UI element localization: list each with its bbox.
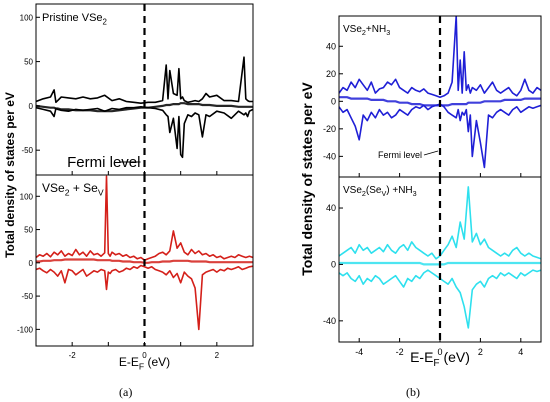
y-tick-label: -20	[323, 124, 336, 134]
panel-label-part: V	[381, 189, 386, 198]
panel-label-part: + Se	[69, 181, 98, 195]
panel-label: VSe2(SeV) +NH3	[343, 185, 417, 198]
plot-area	[36, 56, 253, 159]
y-axis-label: Total density of states per eV	[299, 82, 315, 276]
y-tick-label: -40	[323, 151, 336, 161]
y-tick-label: -100	[17, 325, 34, 334]
x-axis-label: E-EF (eV)	[119, 355, 170, 372]
y-tick-label: 0	[29, 259, 34, 268]
panel-label-part: 2	[103, 17, 107, 26]
fermi-level-annotation: Fermi level	[378, 150, 422, 160]
panel-b-1: -40 0 40 VSe2(SeV) +NH3	[323, 176, 542, 343]
panel-a-1: -100 -50 0 50 100 VSe2 + SeV	[17, 174, 254, 347]
x-tick-label: 0	[437, 347, 442, 357]
panel-label-part: VSe	[343, 185, 362, 196]
x-tick-label: -4	[355, 347, 363, 357]
panel-label-part: 2	[65, 188, 70, 198]
x-tick-label: 4	[518, 347, 523, 357]
panel-a-0: -50 0 50 100 Pristine VSe2 Fermi level	[20, 3, 254, 176]
y-tick-label: 100	[20, 192, 34, 201]
y-tick-label: 0	[331, 259, 336, 269]
panel-label: VSe2 + SeV	[42, 181, 104, 198]
y-tick-label: -50	[21, 292, 33, 301]
x-axis-label-part: (eV)	[440, 349, 470, 365]
x-axis-label-part: F	[139, 362, 144, 372]
panel-label-part: ) +NH	[386, 185, 412, 196]
dos-total-line	[36, 258, 253, 264]
panel-label: VSe2+NH3	[343, 24, 390, 37]
panel-b-0: -40 -20 0 20 40 VSe2+NH3 Fermi level	[323, 15, 542, 178]
dos-total-line	[36, 102, 253, 113]
caption-b: (b)	[406, 385, 420, 399]
dos-spin-up-line	[36, 56, 253, 104]
x-tick-label: -2	[396, 347, 404, 357]
y-tick-label: 40	[326, 203, 336, 213]
x-axis-label: E-EF (eV)	[410, 349, 470, 369]
y-tick-label: 100	[20, 13, 34, 22]
dos-spin-up-line	[339, 16, 541, 98]
y-tick-label: 40	[326, 41, 336, 51]
plot-area	[36, 175, 253, 331]
dos-spin-up-line	[339, 186, 541, 260]
x-tick-label: 0	[142, 351, 147, 360]
plot-area	[339, 186, 541, 329]
caption-a: (a)	[119, 385, 133, 399]
x-axis-label-part: E-E	[119, 355, 139, 369]
panel-label-part: (Se	[366, 185, 382, 196]
panel-label-part: +NH	[366, 24, 386, 35]
y-tick-label: 0	[29, 102, 34, 111]
x-tick-label: 2	[215, 351, 220, 360]
fermi-level-annotation: Fermi level	[67, 154, 140, 171]
x-axis-label-part: F	[433, 358, 439, 369]
y-tick-label: -40	[323, 316, 336, 326]
panel-label: Pristine VSe2	[42, 12, 107, 26]
plot-area	[339, 16, 541, 169]
panel-label-part: 3	[386, 28, 390, 37]
y-axis-label: Total density of states per eV	[3, 92, 17, 258]
panel-label-part: VSe	[42, 181, 65, 195]
y-tick-label: 50	[24, 226, 33, 235]
dos-spin-up-line	[36, 175, 253, 262]
panel-label-part: VSe	[343, 24, 362, 35]
y-tick-label: -50	[21, 146, 33, 155]
panel-label-part: V	[98, 188, 104, 198]
y-tick-label: 20	[326, 69, 336, 79]
panel-label-part: Pristine VSe	[42, 12, 103, 24]
dos-spin-down-line	[36, 264, 253, 331]
dos-spin-down-line	[339, 103, 541, 169]
fermi-annotation-arrow	[423, 150, 439, 156]
panel-label-part: 2	[362, 189, 366, 198]
y-tick-label: 50	[24, 58, 33, 67]
x-tick-label: -2	[69, 351, 77, 360]
x-axis-label-part: E-E	[410, 349, 433, 365]
dos-total-line	[339, 96, 541, 107]
panel-label-part: 2	[362, 28, 366, 37]
x-axis-label-part: (eV)	[144, 355, 170, 369]
panel-label-part: 3	[413, 189, 417, 198]
y-tick-label: 0	[331, 96, 336, 106]
x-tick-label: 2	[478, 347, 483, 357]
